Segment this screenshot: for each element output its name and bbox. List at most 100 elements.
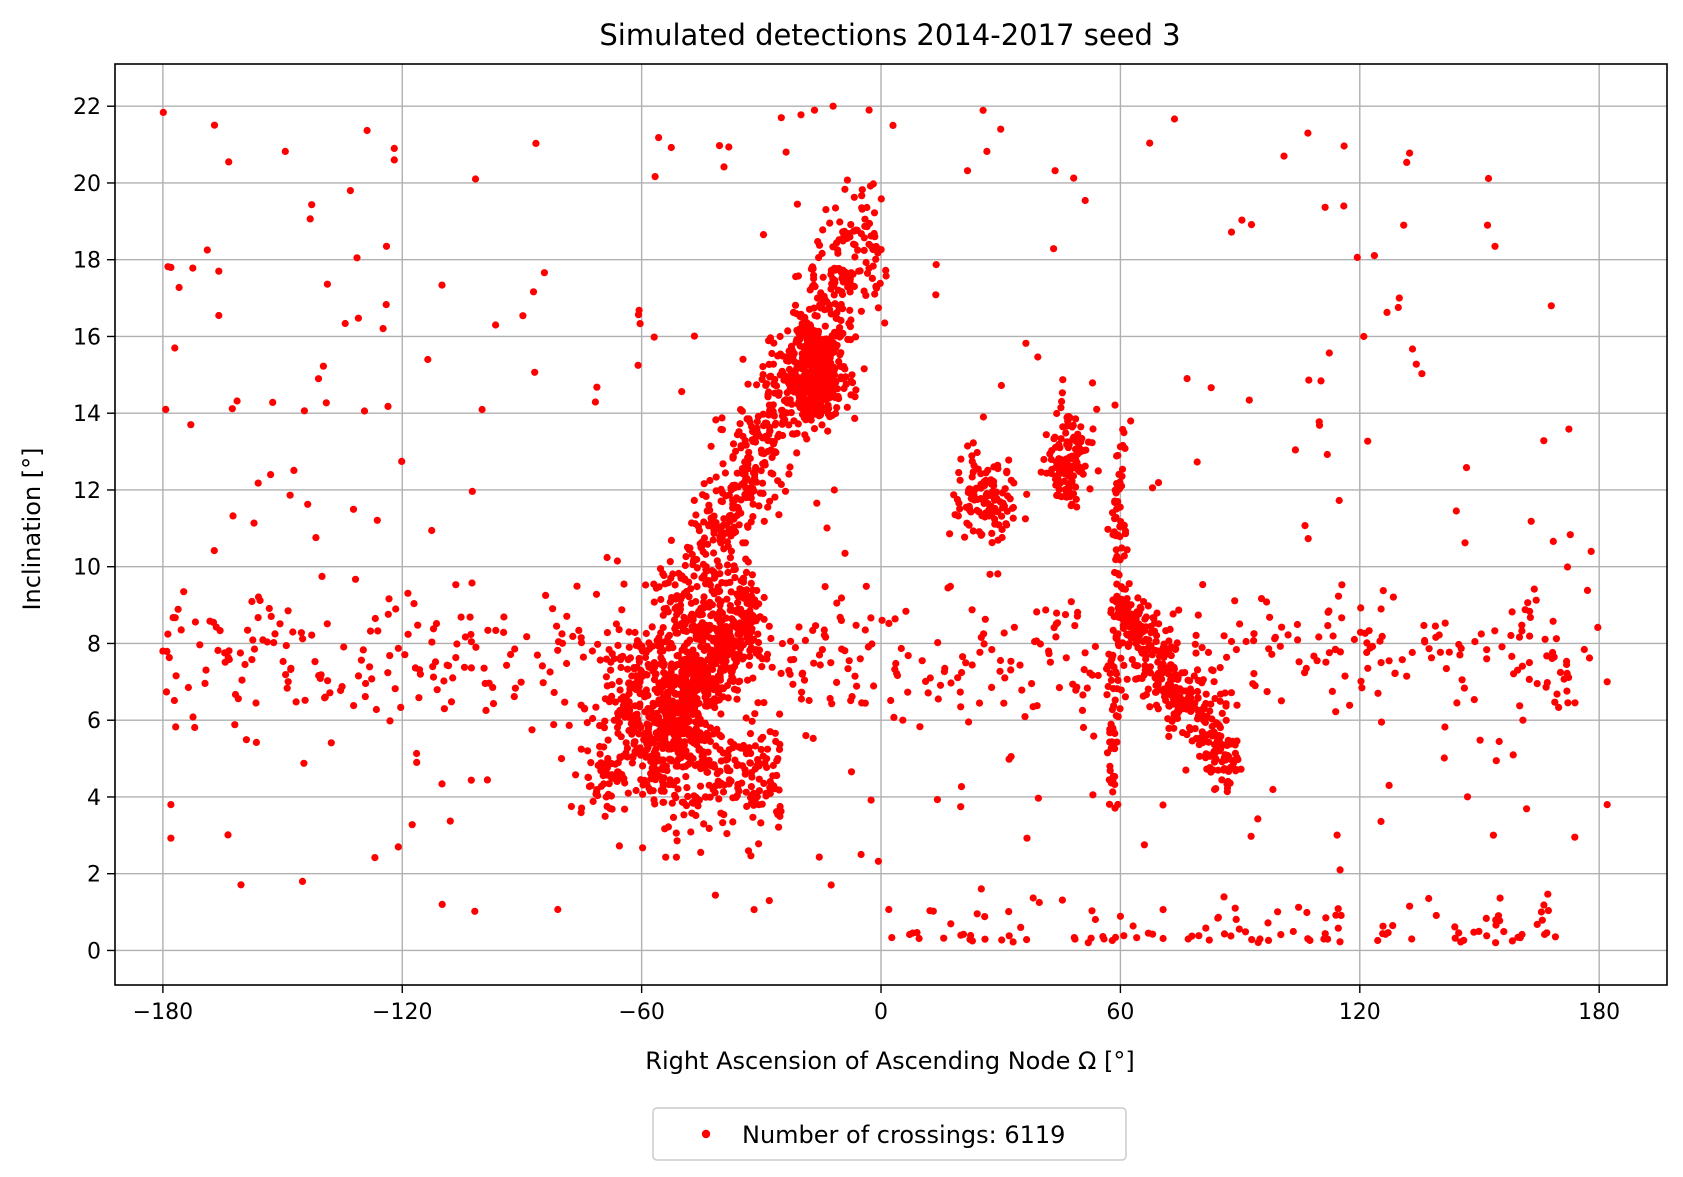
data-point xyxy=(639,790,647,798)
data-point xyxy=(228,405,236,413)
data-point xyxy=(745,744,753,752)
data-point xyxy=(702,550,710,558)
data-point xyxy=(1321,203,1329,211)
data-point xyxy=(754,630,762,638)
data-point xyxy=(726,677,735,685)
data-point xyxy=(1406,149,1414,157)
data-point xyxy=(597,767,605,775)
data-point xyxy=(797,310,805,318)
data-point xyxy=(1391,669,1399,677)
data-point xyxy=(759,231,768,239)
data-point xyxy=(1146,669,1155,677)
data-point xyxy=(238,676,246,684)
data-point xyxy=(815,651,824,659)
data-point xyxy=(915,934,923,943)
x-tick-label: −180 xyxy=(133,1000,193,1025)
data-point xyxy=(1210,678,1218,686)
data-point xyxy=(732,657,740,665)
data-point xyxy=(1023,936,1031,944)
x-axis-label: Right Ascension of Ascending Node Ω [°] xyxy=(645,1047,1134,1075)
data-point xyxy=(980,630,988,638)
data-point xyxy=(992,488,1001,496)
data-point xyxy=(711,891,720,899)
data-point xyxy=(904,652,912,660)
data-point xyxy=(1112,668,1120,676)
data-point xyxy=(180,588,188,596)
data-point xyxy=(1418,370,1426,378)
data-point xyxy=(584,747,592,755)
data-point xyxy=(1325,349,1333,357)
data-point xyxy=(573,582,581,590)
y-tick-label: 16 xyxy=(73,325,101,350)
data-point xyxy=(1065,485,1073,493)
data-point xyxy=(716,731,724,739)
data-point xyxy=(823,377,831,385)
data-point xyxy=(360,407,369,415)
data-point xyxy=(318,572,326,581)
data-point xyxy=(1187,707,1195,716)
data-point xyxy=(819,226,827,234)
data-point xyxy=(870,682,878,690)
data-point xyxy=(189,264,197,272)
data-point xyxy=(1144,602,1152,610)
data-point xyxy=(233,397,241,405)
data-point xyxy=(1107,676,1115,684)
data-point xyxy=(529,288,538,296)
data-point xyxy=(860,365,868,373)
data-point xyxy=(802,732,810,740)
data-point xyxy=(846,323,855,331)
data-point xyxy=(1277,931,1285,939)
data-point xyxy=(650,659,658,667)
data-point xyxy=(769,360,778,368)
data-point xyxy=(1123,608,1132,616)
data-point xyxy=(981,615,989,623)
data-point xyxy=(489,700,498,708)
data-point xyxy=(1408,345,1417,353)
data-point xyxy=(737,442,745,450)
data-point xyxy=(1571,699,1579,707)
data-point xyxy=(1357,604,1365,612)
data-point xyxy=(1250,637,1258,645)
data-point xyxy=(1133,625,1141,633)
data-point xyxy=(837,316,845,325)
y-axis-label: Inclination [°] xyxy=(18,447,46,610)
y-tick-label: 18 xyxy=(73,249,101,274)
data-point xyxy=(1304,129,1312,137)
data-point xyxy=(1227,689,1235,697)
data-point xyxy=(1185,700,1193,709)
data-point xyxy=(845,230,853,238)
data-point xyxy=(746,454,754,463)
data-point xyxy=(778,420,786,428)
data-point xyxy=(722,614,730,622)
data-point xyxy=(715,795,723,803)
data-point xyxy=(1141,615,1149,623)
data-point xyxy=(1146,139,1154,147)
data-point xyxy=(818,249,826,257)
data-point xyxy=(466,613,474,621)
data-point xyxy=(961,533,969,541)
data-point xyxy=(1231,904,1239,912)
data-point xyxy=(965,718,973,726)
data-point xyxy=(781,487,790,495)
data-point xyxy=(471,907,479,915)
data-point xyxy=(366,627,375,635)
x-tick-label: 60 xyxy=(1106,1000,1134,1025)
data-point xyxy=(1320,935,1328,943)
data-point xyxy=(688,659,696,668)
data-point xyxy=(532,139,540,147)
data-point xyxy=(969,527,977,535)
data-point xyxy=(809,734,817,743)
data-point xyxy=(664,823,673,831)
data-point xyxy=(424,355,432,364)
data-point xyxy=(634,361,642,369)
data-point xyxy=(1005,755,1013,763)
data-point xyxy=(1541,635,1549,643)
data-point xyxy=(793,449,801,457)
data-point xyxy=(432,620,441,628)
data-point xyxy=(1133,934,1141,942)
data-point xyxy=(467,664,475,672)
data-point xyxy=(968,457,976,465)
data-point xyxy=(940,668,949,676)
data-point xyxy=(1197,714,1205,722)
data-point xyxy=(1385,657,1393,665)
